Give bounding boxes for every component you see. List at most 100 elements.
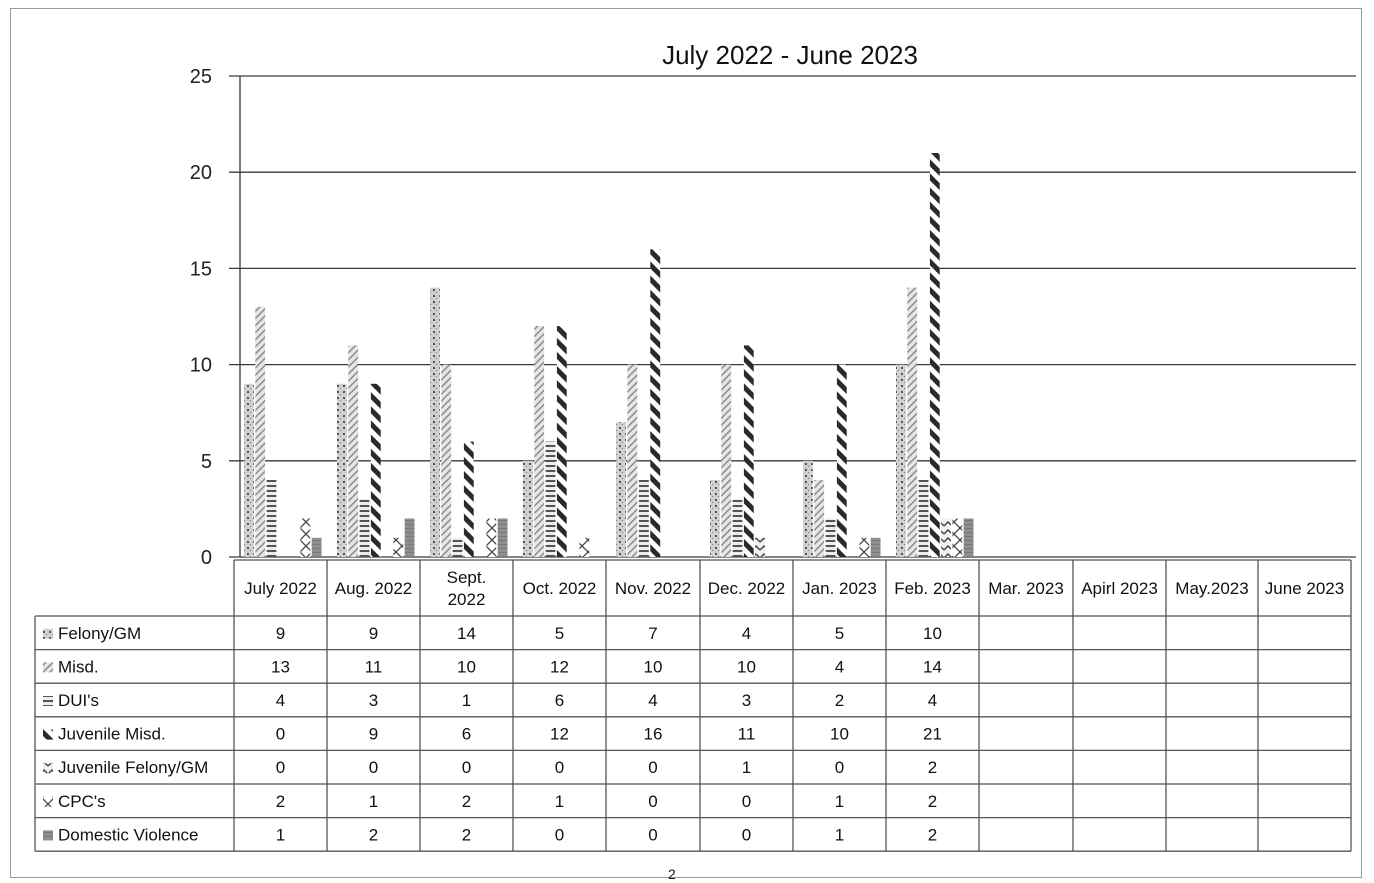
data-label: 0 xyxy=(276,725,285,744)
x-category-label: Jan. 2023 xyxy=(802,579,877,598)
data-label: 1 xyxy=(555,792,564,811)
data-label: 3 xyxy=(742,691,751,710)
data-label: 4 xyxy=(276,691,285,710)
bar-felony-gm-7 xyxy=(896,364,906,557)
data-label: 0 xyxy=(742,825,751,844)
x-category-label: Mar. 2023 xyxy=(988,579,1064,598)
data-label: 10 xyxy=(830,725,849,744)
x-category-label: Dec. 2022 xyxy=(708,579,786,598)
x-category-label: Sept. xyxy=(447,568,487,587)
bar-juvenile-misd--1 xyxy=(370,383,381,557)
data-label: 21 xyxy=(923,725,942,744)
data-label: 4 xyxy=(928,691,937,710)
bar-dui-s-0 xyxy=(266,480,277,557)
data-label: 0 xyxy=(555,758,564,777)
x-category-label: Aug. 2022 xyxy=(335,579,413,598)
x-category-label: Nov. 2022 xyxy=(615,579,691,598)
legend-swatch xyxy=(43,796,53,807)
bar-cpc-s-6 xyxy=(859,537,870,557)
bar-misd--7 xyxy=(907,287,918,557)
y-tick-label: 5 xyxy=(201,451,212,473)
data-label: 11 xyxy=(738,725,756,744)
bar-felony-gm-5 xyxy=(710,480,720,557)
bar-misd--4 xyxy=(627,364,638,557)
y-tick-label: 0 xyxy=(201,547,212,569)
data-label: 0 xyxy=(276,758,285,777)
data-label: 4 xyxy=(742,624,751,643)
bar-felony-gm-0 xyxy=(244,383,254,557)
data-label: 5 xyxy=(555,624,564,643)
x-category-label: Oct. 2022 xyxy=(523,579,597,598)
data-label: 2 xyxy=(462,825,471,844)
legend-swatch xyxy=(43,763,53,774)
bar-felony-gm-3 xyxy=(523,460,533,557)
data-label: 0 xyxy=(648,792,657,811)
data-label: 13 xyxy=(271,657,290,676)
data-label: 0 xyxy=(835,758,844,777)
bar-dui-s-2 xyxy=(452,537,463,557)
x-category-label: June 2023 xyxy=(1265,579,1344,598)
legend-label: Misd. xyxy=(58,657,99,676)
data-label: 2 xyxy=(928,792,937,811)
bar-dui-s-5 xyxy=(732,499,743,557)
bar-cpc-s-2 xyxy=(486,518,497,557)
data-label: 1 xyxy=(276,825,285,844)
bar-juvenile-misd--2 xyxy=(463,441,474,557)
bar-cpc-s-0 xyxy=(300,518,311,557)
x-category-label: Apirl 2023 xyxy=(1081,579,1158,598)
data-label: 2 xyxy=(369,825,378,844)
bar-domestic-violence-6 xyxy=(870,537,881,557)
data-label: 2 xyxy=(835,691,844,710)
legend-label: Felony/GM xyxy=(58,624,141,643)
y-tick-label: 15 xyxy=(190,258,212,280)
page-number: 2 xyxy=(668,866,676,882)
data-label: 1 xyxy=(835,825,844,844)
data-label: 2 xyxy=(928,825,937,844)
y-tick-label: 10 xyxy=(190,355,212,377)
legend-swatch xyxy=(43,662,53,673)
bar-misd--2 xyxy=(441,364,452,557)
bar-felony-gm-1 xyxy=(337,383,347,557)
data-label: 1 xyxy=(462,691,471,710)
data-label: 1 xyxy=(742,758,751,777)
data-label: 10 xyxy=(737,657,756,676)
data-label: 10 xyxy=(923,624,942,643)
data-label: 16 xyxy=(644,725,663,744)
chart-frame xyxy=(10,8,1362,878)
bar-felony-gm-4 xyxy=(616,422,626,557)
data-label: 4 xyxy=(648,691,657,710)
legend-swatch xyxy=(43,830,53,841)
bar-dui-s-3 xyxy=(545,441,556,557)
legend-label: Juvenile Felony/GM xyxy=(58,758,208,777)
bar-domestic-violence-1 xyxy=(404,518,415,557)
bar-juvenile-misd--7 xyxy=(929,153,940,557)
legend-swatch xyxy=(43,729,53,740)
bar-juvenile-misd--6 xyxy=(836,364,847,557)
data-label: 14 xyxy=(923,657,942,676)
data-label: 0 xyxy=(648,758,657,777)
data-label: 14 xyxy=(457,624,476,643)
bar-domestic-violence-7 xyxy=(963,518,974,557)
bar-domestic-violence-0 xyxy=(311,537,322,557)
y-tick-label: 25 xyxy=(190,66,212,88)
bar-dui-s-6 xyxy=(825,518,836,557)
bar-juvenile-misd--3 xyxy=(556,326,567,557)
data-label: 0 xyxy=(555,825,564,844)
bar-cpc-s-1 xyxy=(393,537,404,557)
data-label: 9 xyxy=(369,624,378,643)
bar-cpc-s-7 xyxy=(952,518,963,557)
data-label: 9 xyxy=(276,624,285,643)
bar-juvenile-misd--4 xyxy=(650,249,661,557)
data-label: 0 xyxy=(369,758,378,777)
x-category-label: July 2022 xyxy=(244,579,317,598)
legend-label: CPC's xyxy=(58,792,106,811)
bar-misd--0 xyxy=(255,306,266,557)
data-label: 6 xyxy=(462,725,471,744)
bar-misd--3 xyxy=(534,326,545,557)
bar-juvenile-felony-gm-7 xyxy=(941,518,951,557)
x-category-label: May.2023 xyxy=(1175,579,1248,598)
bar-dui-s-1 xyxy=(359,499,370,557)
legend-label: DUI's xyxy=(58,691,99,710)
x-category-label: Feb. 2023 xyxy=(894,579,971,598)
legend-swatch xyxy=(43,628,53,639)
